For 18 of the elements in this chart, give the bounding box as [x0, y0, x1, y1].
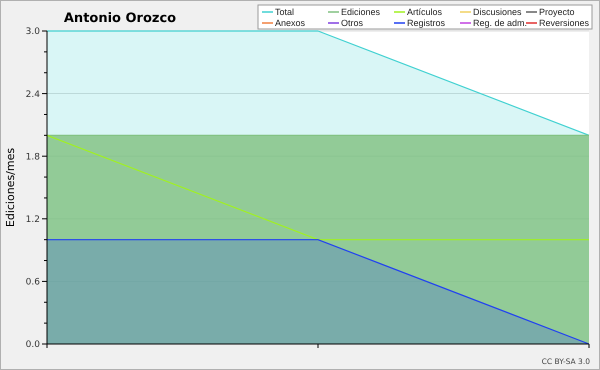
legend-label: Otros [341, 18, 364, 28]
chart-title: Antonio Orozco [64, 11, 176, 26]
y-axis-title: Ediciones/mes [4, 148, 17, 228]
y-tick-label: 3.0 [26, 27, 40, 38]
legend-label: Total [275, 7, 294, 17]
y-tick-label: 1.8 [26, 152, 40, 162]
legend-label: Reg. de adm. [473, 18, 528, 28]
legend-label: Anexos [275, 18, 306, 28]
legend-label: Reversiones [539, 18, 590, 28]
y-tick-label: 2.4 [26, 90, 40, 100]
y-tick-label: 0.0 [26, 340, 40, 350]
y-tick-label: 1.2 [26, 214, 40, 225]
legend-label: Ediciones [341, 7, 381, 17]
legend-label: Proyecto [539, 7, 575, 17]
legend-label: Registros [407, 18, 446, 28]
legend-label: Artículos [407, 7, 443, 17]
y-tick-label: 0.6 [26, 278, 40, 288]
legend-label: Discusiones [473, 7, 522, 17]
